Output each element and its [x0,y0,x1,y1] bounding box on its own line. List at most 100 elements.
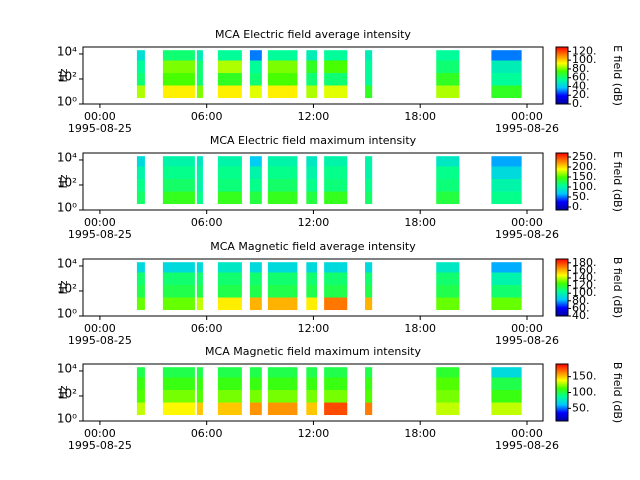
x-tick-label: 00:00 [84,110,116,123]
spectrogram-cell [196,85,203,99]
spectrogram-cell [249,166,262,180]
x-date-label: 1995-08-25 [68,439,132,452]
spectrogram-cell [267,390,298,403]
spectrogram-cell [162,367,195,378]
x-date-label: 1995-08-26 [495,228,559,241]
spectrogram-cell [324,390,348,403]
spectrogram-cell [365,390,373,403]
spectrogram-cell [217,166,242,180]
spectrogram-cell [249,297,262,311]
spectrogram-cell [491,367,522,378]
x-date-label: 1995-08-25 [68,228,132,241]
spectrogram-cell [306,50,318,61]
spectrogram-cell [306,73,318,86]
x-tick-label: 12:00 [298,322,330,335]
spectrogram-cell [162,285,195,298]
spectrogram-cell [365,179,373,192]
spectrogram-cell [491,85,522,99]
spectrogram-cell [249,156,262,167]
colorbar-tick-label: 40. [572,79,590,92]
spectrogram-cell [306,402,318,416]
spectrogram-cell [365,73,373,86]
x-tick-label: 06:00 [191,216,223,229]
spectrogram-cell [365,285,373,298]
colorbar-tick-label: 120. [572,279,597,292]
colorbar-tick-label: 80. [572,62,590,75]
spectrogram-cell [162,402,195,416]
spectrogram-cell [196,166,203,180]
spectrogram-cell [491,262,522,273]
spectrogram-cell [249,402,262,416]
spectrogram-cell [249,377,262,391]
x-date-label: 1995-08-25 [68,122,132,135]
spectrogram-cell [162,166,195,180]
spectrogram-cell [267,50,298,61]
spectrogram-cell [267,60,298,74]
spectrogram-cell [436,285,460,298]
x-tick-label: 06:00 [191,110,223,123]
spectrogram-cell [136,50,145,61]
spectrogram-cell [196,285,203,298]
spectrogram-cell [491,191,522,205]
colorbar-tick-label: 20. [572,88,590,101]
spectrogram-cell [267,285,298,298]
spectrogram-cell [196,390,203,403]
spectrogram-cell [267,402,298,416]
x-tick-label: 06:00 [191,427,223,440]
spectrogram-cell [324,272,348,286]
colorbar-label: E field (dB) [611,151,624,212]
spectrogram-cell [217,377,242,391]
spectrogram-cell [217,297,242,311]
spectrogram-cell [306,377,318,391]
spectrogram-cell [162,50,195,61]
spectrogram-cell [365,85,373,99]
spectrogram-cell [136,367,145,378]
x-tick-label: 00:00 [511,216,543,229]
spectrogram-cell [249,50,262,61]
y-tick-label: 10⁰ [57,307,77,321]
spectrogram-cell [365,166,373,180]
colorbar-tick-label: 80. [572,294,590,307]
spectrogram-cell [217,390,242,403]
spectrogram-cell [436,166,460,180]
colorbar-label: E field (dB) [611,45,624,106]
spectrogram-cell [136,166,145,180]
spectrogram-cell [162,85,195,99]
spectrogram-cell [162,390,195,403]
spectrogram-cell [436,377,460,391]
spectrogram-cell [249,85,262,99]
y-tick-label: 10⁰ [57,201,77,215]
spectrogram-cell [491,272,522,286]
y-tick-label: 10⁴ [57,44,77,58]
spectrogram-cell [306,272,318,286]
spectrogram-cell [136,402,145,416]
spectrogram-cell [306,285,318,298]
spectrogram-cell [436,262,460,273]
spectrogram-cell [324,377,348,391]
spectrogram-cell [136,156,145,167]
spectrogram-cell [162,73,195,86]
spectrogram-cell [436,297,460,311]
spectrogram-cell [324,297,348,311]
spectrogram-cell [196,156,203,167]
spectrogram-cell [324,73,348,86]
y-tick-label: 10² [57,386,77,400]
spectrogram-cell [136,297,145,311]
spectrogram-cell [306,60,318,74]
x-date-label: 1995-08-26 [495,122,559,135]
spectrogram-cell [491,402,522,416]
y-tick-label: 10⁴ [57,256,77,270]
spectrogram-cell [249,179,262,192]
spectrogram-cell [217,179,242,192]
spectrogram-cell [196,297,203,311]
spectrogram-cell [306,166,318,180]
spectrogram-cell [365,272,373,286]
colorbar-tick-label: 40. [572,309,590,322]
spectrogram-cell [306,85,318,99]
x-tick-label: 00:00 [511,322,543,335]
spectrogram-cell [136,285,145,298]
spectrogram-cell [306,297,318,311]
x-date-label: 1995-08-26 [495,439,559,452]
spectrogram-cell [267,262,298,273]
spectrogram-cell [306,179,318,192]
